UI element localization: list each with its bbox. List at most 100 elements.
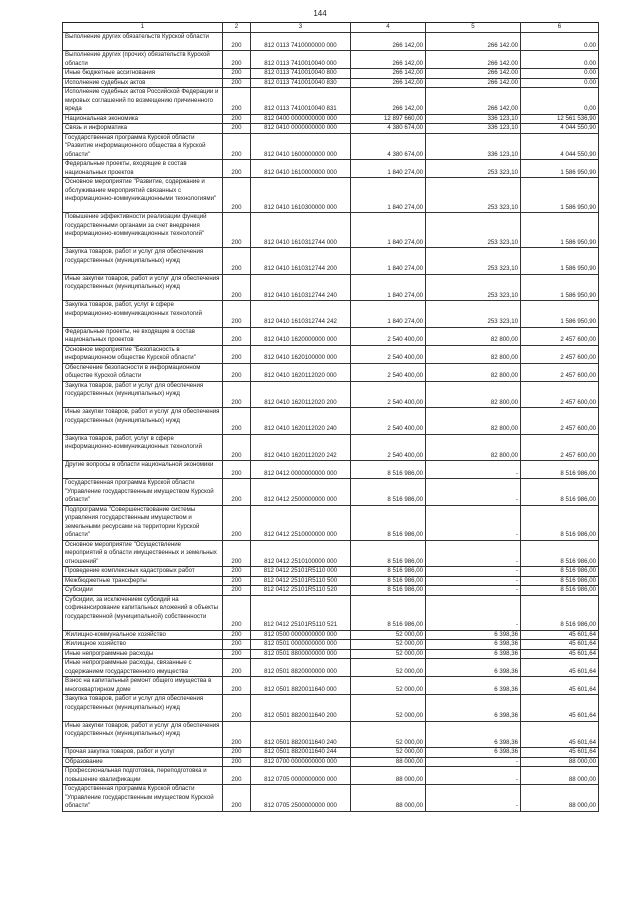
row-executed: 6 398,36 bbox=[425, 648, 521, 659]
table-row: Проведение комплексных кадастровых работ… bbox=[62, 566, 599, 577]
row-executed: 266 142.00 bbox=[425, 50, 521, 69]
row-name: Иные закупки товаров, работ и услуг для … bbox=[62, 273, 223, 301]
row-line-code: 200 bbox=[222, 87, 251, 115]
row-budget-code: 812 0412 2510000000 000 bbox=[250, 504, 351, 541]
row-line-code: 200 bbox=[222, 756, 251, 767]
table-row: Повышение эффективности реализации функц… bbox=[62, 212, 599, 248]
row-remaining: 1 586 950,90 bbox=[520, 212, 599, 248]
row-name: Закупка товаров, работ, услуг в сфере ин… bbox=[62, 433, 223, 461]
row-remaining: 88 000,00 bbox=[520, 784, 599, 812]
column-header: 4 bbox=[350, 22, 426, 33]
row-executed: 336 123,10 bbox=[425, 132, 521, 160]
row-approved: 266 142,00 bbox=[350, 77, 426, 88]
row-name: Субсидии, за исключением субсидий на соф… bbox=[62, 594, 223, 631]
table-row: Закупка товаров, работ, услуг в сфере ин… bbox=[62, 433, 599, 461]
row-approved: 8 516 986,00 bbox=[350, 594, 426, 631]
row-remaining: 2 457 600,00 bbox=[520, 433, 599, 461]
row-budget-code: 812 0113 7410010040 800 bbox=[250, 68, 351, 79]
row-approved: 8 516 986,00 bbox=[350, 539, 426, 567]
row-name: Образование bbox=[62, 756, 223, 767]
table-row: Обеспечение безопасности в информационно… bbox=[62, 362, 599, 382]
row-approved: 4 380 674,00 bbox=[350, 132, 426, 160]
row-line-code: 200 bbox=[222, 629, 251, 640]
table-row: Основное мероприятие "Безопасность в инф… bbox=[62, 344, 599, 364]
row-approved: 52 000,00 bbox=[350, 720, 426, 748]
row-budget-code: 812 0410 1610312744 000 bbox=[250, 212, 351, 248]
row-line-code: 200 bbox=[222, 594, 251, 631]
row-name: Государственная программа Курской област… bbox=[62, 478, 223, 506]
row-remaining: 45 601,64 bbox=[520, 720, 599, 748]
row-line-code: 200 bbox=[222, 694, 251, 722]
row-line-code: 200 bbox=[222, 132, 251, 160]
row-remaining: 8 516 986,00 bbox=[520, 504, 599, 541]
row-budget-code: 812 0113 7410010040 830 bbox=[250, 77, 351, 88]
table-row: Прочая закупка товаров, работ и услуг 200… bbox=[62, 747, 599, 758]
row-budget-code: 812 0400 0000000000 000 bbox=[250, 113, 351, 124]
row-budget-code: 812 0501 8820000000 000 bbox=[250, 658, 351, 677]
row-line-code: 200 bbox=[222, 326, 251, 346]
row-approved: 2 540 400,00 bbox=[350, 326, 426, 346]
table-row: Государственная программа Курской област… bbox=[62, 478, 599, 506]
row-remaining: 2 457 600,00 bbox=[520, 326, 599, 346]
row-remaining: 0.00 bbox=[520, 50, 599, 69]
row-approved: 52 000,00 bbox=[350, 629, 426, 640]
row-budget-code: 812 0501 8800000000 000 bbox=[250, 648, 351, 659]
row-approved: 52 000,00 bbox=[350, 747, 426, 758]
row-name: Основное мероприятие "Развитие, содержан… bbox=[62, 177, 223, 213]
row-name: Другие вопросы в области национальной эк… bbox=[62, 460, 223, 479]
row-executed: 6 398,36 bbox=[425, 720, 521, 748]
row-budget-code: 812 0113 7410000000 000 bbox=[250, 32, 351, 51]
row-remaining: 0.00 bbox=[520, 68, 599, 79]
row-executed: 253 323,10 bbox=[425, 300, 521, 328]
row-executed: - bbox=[425, 566, 521, 577]
table-row: Государственная программа Курской област… bbox=[62, 784, 599, 812]
row-line-code: 200 bbox=[222, 212, 251, 248]
row-executed: 82 800,00 bbox=[425, 380, 521, 408]
row-budget-code: 812 0410 1620112020 242 bbox=[250, 433, 351, 461]
row-name: Основное мероприятие "Безопасность в инф… bbox=[62, 344, 223, 364]
row-name: Проведение комплексных кадастровых работ bbox=[62, 566, 223, 577]
row-executed: 253 323,10 bbox=[425, 177, 521, 213]
row-name: Закупка товаров, работ и услуг для обесп… bbox=[62, 694, 223, 722]
table-row: Государственная программа Курской област… bbox=[62, 132, 599, 160]
row-executed: - bbox=[425, 575, 521, 586]
table-row: Основное мероприятие "Развитие, содержан… bbox=[62, 177, 599, 213]
row-budget-code: 812 0410 1620112020 000 bbox=[250, 362, 351, 382]
row-name: Связь и информатика bbox=[62, 123, 223, 134]
row-remaining: 8 516 986,00 bbox=[520, 575, 599, 586]
row-budget-code: 812 0412 25101R5110 520 bbox=[250, 585, 351, 596]
row-line-code: 200 bbox=[222, 747, 251, 758]
row-line-code: 200 bbox=[222, 300, 251, 328]
row-executed: 253 323,10 bbox=[425, 273, 521, 301]
row-line-code: 200 bbox=[222, 123, 251, 134]
row-line-code: 200 bbox=[222, 344, 251, 364]
row-executed: 82 800,00 bbox=[425, 433, 521, 461]
row-executed: - bbox=[425, 784, 521, 812]
table-row: Жилищно-коммунальное хозяйство 200 812 050… bbox=[62, 629, 599, 640]
table-row: Жилищное хозяйство 200 812 0501 0000000000… bbox=[62, 639, 599, 650]
row-approved: 8 516 986,00 bbox=[350, 504, 426, 541]
row-remaining: 2 457 600,00 bbox=[520, 344, 599, 364]
row-name: Прочая закупка товаров, работ и услуг bbox=[62, 747, 223, 758]
row-approved: 1 840 274,00 bbox=[350, 159, 426, 178]
table-row: Закупка товаров, работ и услуг для обесп… bbox=[62, 694, 599, 722]
row-line-code: 200 bbox=[222, 113, 251, 124]
row-remaining: 2 457 600,00 bbox=[520, 407, 599, 435]
table-row: Связь и информатика 200 812 0410 000000000… bbox=[62, 123, 599, 134]
row-budget-code: 812 0113 7410010040 831 bbox=[250, 87, 351, 115]
row-approved: 1 840 274,00 bbox=[350, 273, 426, 301]
row-line-code: 200 bbox=[222, 539, 251, 567]
row-approved: 4 380 674,00 bbox=[350, 123, 426, 134]
column-header: 1 bbox=[62, 22, 223, 33]
table-row: Исполнение судебных актов Российской Фед… bbox=[62, 87, 599, 115]
row-executed: 82 800,00 bbox=[425, 407, 521, 435]
row-remaining: 2 457 600,00 bbox=[520, 362, 599, 382]
table-row: Иные непрограммные расходы, связанные с … bbox=[62, 658, 599, 677]
row-budget-code: 812 0412 25101R5110 000 bbox=[250, 566, 351, 577]
row-executed: 266 142.00 bbox=[425, 32, 521, 51]
row-name: Субсидии bbox=[62, 585, 223, 596]
column-header: 2 bbox=[222, 22, 251, 33]
table-row: Федеральные проекты, входящие в состав н… bbox=[62, 159, 599, 178]
row-budget-code: 812 0705 0000000000 000 bbox=[250, 766, 351, 785]
row-executed: - bbox=[425, 460, 521, 479]
